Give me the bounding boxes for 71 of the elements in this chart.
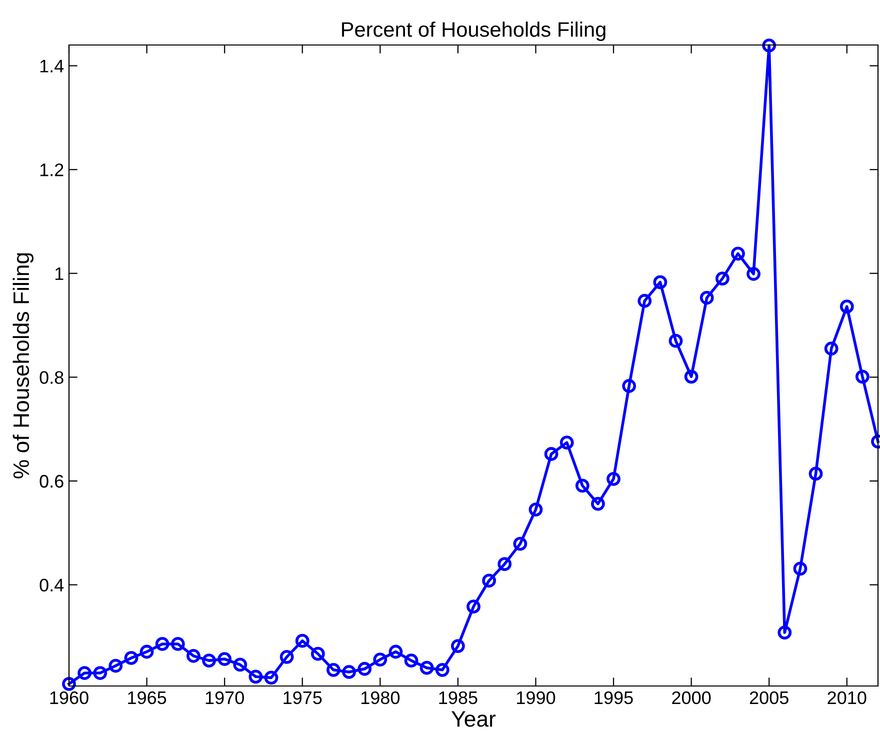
point (700, 290, 714, 305)
point (295, 634, 310, 648)
point (78, 666, 92, 680)
point (202, 654, 216, 668)
point (715, 272, 730, 286)
point (528, 502, 543, 516)
point (638, 294, 652, 308)
point (560, 436, 574, 450)
point (668, 334, 683, 348)
x-tick-label: 2010 (828, 691, 866, 704)
x-tick-label: 1980 (361, 691, 400, 704)
point (435, 662, 450, 677)
point (326, 662, 340, 677)
x-tick-label: 2005 (750, 691, 788, 704)
point (155, 637, 170, 651)
point (591, 496, 605, 511)
point (186, 648, 200, 663)
point (622, 379, 636, 393)
point (342, 665, 356, 679)
point (778, 626, 792, 640)
y-tick-label: 1.4 (40, 60, 64, 72)
point (544, 447, 558, 461)
point (855, 370, 870, 384)
point (233, 658, 248, 672)
point (762, 38, 776, 52)
x-tick-label: 1990 (517, 691, 556, 704)
point (373, 652, 388, 666)
chart-title: Percent of Households Filing (342, 22, 606, 41)
x-tick-label: 2000 (672, 691, 711, 704)
point (420, 660, 434, 675)
point (575, 478, 590, 493)
point (280, 650, 294, 664)
x-tick-label: 1985 (439, 691, 478, 704)
x-tick-label: 1960 (50, 691, 88, 704)
point (684, 370, 698, 384)
point (824, 342, 838, 356)
point (404, 654, 418, 668)
y-axis-title: % of Households Filing (12, 253, 34, 478)
y-tick-label: 1.2 (40, 164, 64, 176)
point (731, 246, 745, 261)
point (653, 275, 668, 290)
x-tick-label: 1970 (206, 691, 244, 704)
point (450, 639, 465, 653)
x-tick-label: 1965 (128, 691, 166, 704)
point (140, 644, 154, 659)
point (498, 557, 512, 571)
point (218, 652, 232, 666)
point (840, 300, 854, 314)
x-tick-label: 1995 (594, 691, 633, 704)
point (248, 670, 263, 684)
point (808, 466, 823, 481)
y-tick-label: 0.8 (40, 371, 64, 384)
point (310, 646, 325, 661)
point (93, 666, 108, 680)
point (108, 658, 123, 673)
point (388, 644, 403, 659)
point (793, 562, 808, 576)
y-tick-label: 0.6 (40, 474, 64, 488)
point (124, 651, 138, 665)
point (264, 670, 278, 685)
point (513, 536, 528, 551)
point (466, 600, 480, 614)
point (606, 472, 620, 486)
point (482, 574, 496, 588)
y-tick-label: 0.4 (40, 578, 64, 592)
point (746, 266, 760, 281)
point (170, 637, 185, 651)
x-axis-title: Year (452, 711, 496, 727)
y-tick-label: 1 (55, 267, 64, 280)
x-tick-label: 1975 (284, 691, 322, 704)
point (358, 662, 372, 676)
